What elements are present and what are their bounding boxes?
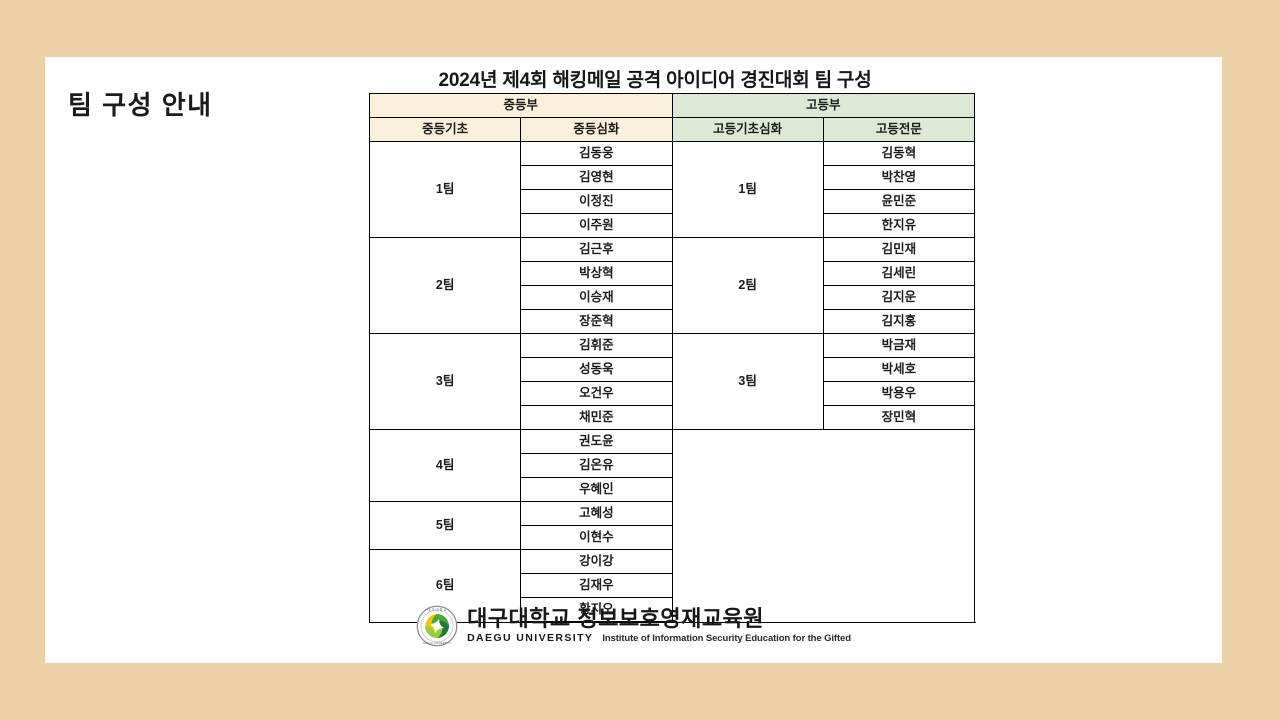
footer-university-en: DAEGU UNIVERSITY	[467, 632, 594, 645]
member-name: 강이강	[520, 549, 673, 574]
footer-logo: 대 구 대 학 교 DAEGU UNIVERSITY 대구대학교 정보보호영재교…	[45, 605, 1222, 647]
column-header-0: 중등기초	[368, 117, 522, 142]
group-header-0: 중등부	[369, 93, 673, 118]
side-title: 팀 구성 안내	[68, 90, 213, 120]
team-label: 4팀	[368, 429, 522, 502]
table-row: 오건우박용우우승준	[370, 381, 976, 406]
team-label: 1팀	[368, 141, 522, 238]
table-row: 이승재김지운3팀박지원3팀박기범	[370, 285, 976, 310]
svg-text:대 구 대 학 교: 대 구 대 학 교	[427, 607, 446, 612]
team-label: 2팀	[368, 237, 522, 334]
member-name: 우혜인	[520, 477, 673, 502]
member-name: 한지유	[822, 213, 976, 238]
group-header-1: 고등부	[671, 93, 976, 118]
svg-text:DAEGU UNIVERSITY: DAEGU UNIVERSITY	[423, 641, 452, 645]
member-name: 김온유	[520, 453, 673, 478]
member-name: 김민재	[822, 237, 976, 262]
table-body: 1팀김동웅1팀김동혁1팀김구현1팀김진영김영현박찬영이현석백부승이정진윤민준이호…	[368, 141, 976, 623]
column-header-2: 고등기초심화	[671, 117, 824, 142]
table-row: 이현수	[370, 525, 975, 550]
member-name: 김동혁	[822, 141, 976, 166]
table-row: 2팀김근후2팀김민재류현서2팀배민후	[368, 237, 976, 334]
table-row: 성동욱박세호박성현이지수	[370, 357, 976, 382]
member-name: 박세호	[822, 357, 976, 382]
member-name: 장민혁	[822, 405, 976, 430]
member-name: 김재우	[520, 573, 673, 598]
empty-section-area	[671, 429, 976, 623]
footer-english-line: DAEGU UNIVERSITY Institute of Informatio…	[467, 633, 851, 644]
table-row: 이주원한지유2팀권도헌최영	[370, 213, 976, 238]
table-row: 김재우	[370, 573, 975, 598]
team-label: 3팀	[368, 333, 522, 430]
table-row: 3팀김휘준3팀박금재4팀김주아이도열	[368, 333, 976, 430]
member-name: 김지홍	[822, 309, 976, 334]
member-name: 장준혁	[520, 309, 673, 334]
column-header-3: 고등전문	[822, 117, 976, 142]
column-header-row: 중등기초 중등심화 고등기초심화 고등전문	[368, 117, 976, 142]
member-name: 이승재	[520, 285, 673, 310]
group-header-row: 중등부 고등부	[369, 93, 976, 118]
footer-logo-text: 대구대학교 정보보호영재교육원 DAEGU UNIVERSITY Institu…	[467, 608, 851, 644]
content-card: 팀 구성 안내 2024년 제4회 해킹메일 공격 아이디어 경진대회 팀 구성…	[45, 57, 1222, 663]
table-row: 김영현박찬영이현석백부승	[370, 165, 976, 190]
member-name: 김휘준	[520, 333, 673, 358]
member-name: 이정진	[520, 189, 673, 214]
member-name: 김영현	[520, 165, 673, 190]
table-row: 김온유최시현	[370, 453, 975, 478]
table-row: 장준혁김지홍송영록배성은	[370, 309, 976, 334]
page-title: 2024년 제4회 해킹메일 공격 아이디어 경진대회 팀 구성	[438, 70, 872, 91]
footer-institute-en: Institute of Information Security Educat…	[602, 633, 851, 645]
member-name: 김근후	[520, 237, 673, 262]
member-name: 성동욱	[520, 357, 673, 382]
table-row: 박상혁김세린이지호박하준	[370, 261, 976, 286]
member-name: 윤민준	[822, 189, 976, 214]
member-name: 이현수	[520, 525, 673, 550]
member-name: 박금재	[822, 333, 976, 358]
member-name: 김동웅	[520, 141, 673, 166]
member-name: 김세린	[822, 261, 976, 286]
table-row: 우혜인	[370, 477, 975, 502]
footer-korean-name: 대구대학교 정보보호영재교육원	[467, 606, 765, 632]
team-label: 5팀	[368, 501, 522, 550]
member-name: 권도윤	[520, 429, 673, 454]
table-row: 1팀김동웅1팀김동혁1팀김구현1팀김진영	[368, 141, 976, 238]
member-name: 고혜성	[520, 501, 673, 526]
member-name: 오건우	[520, 381, 673, 406]
team-label: 3팀	[671, 333, 824, 430]
member-name: 황지오	[520, 597, 673, 623]
member-name: 채민준	[520, 405, 673, 430]
member-name: 박상혁	[520, 261, 673, 286]
member-name: 박용우	[822, 381, 976, 406]
table-header: 중등부 고등부 중등기초 중등심화 고등기초심화 고등전문	[368, 93, 976, 142]
team-label: 2팀	[671, 237, 824, 334]
team-label: 1팀	[671, 141, 824, 238]
table-row: 5팀 고혜성	[368, 501, 975, 550]
daegu-university-emblem-icon: 대 구 대 학 교 DAEGU UNIVERSITY	[416, 605, 458, 647]
member-name: 이주원	[520, 213, 673, 238]
column-header-1: 중등심화	[520, 117, 673, 142]
table-row: 4팀권도윤채서준	[368, 429, 976, 623]
member-name: 박찬영	[822, 165, 976, 190]
table-row: 황지오	[370, 597, 975, 623]
member-name: 김지운	[822, 285, 976, 310]
